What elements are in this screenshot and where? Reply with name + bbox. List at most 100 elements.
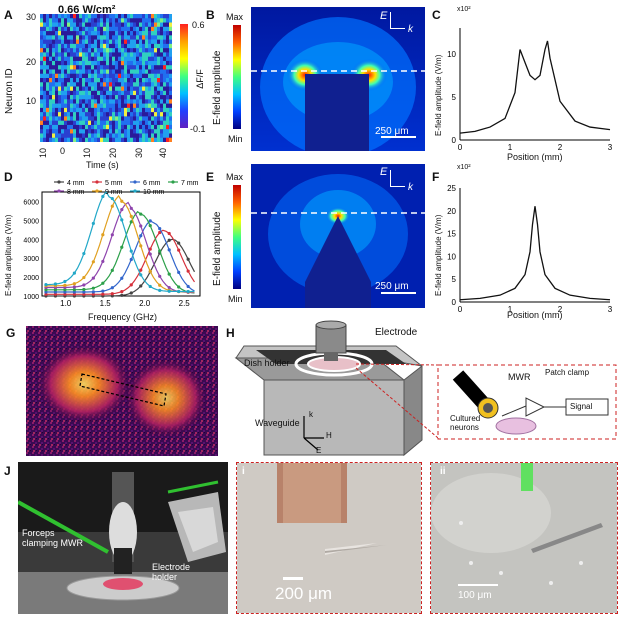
- heatmap-cell: [121, 26, 125, 32]
- series-point: [110, 196, 114, 201]
- heatmap-cell: [136, 35, 140, 40]
- heatmap-cell: [163, 73, 167, 79]
- heatmap-cell: [88, 35, 92, 40]
- heatmap-cell: [79, 52, 83, 57]
- series-point: [82, 287, 86, 292]
- heatmap-cell: [133, 65, 137, 70]
- heatmap-cell: [169, 56, 173, 62]
- heatmap-cell: [94, 31, 98, 36]
- series-point: [63, 279, 67, 284]
- x-tick-label: 2.0: [139, 299, 151, 308]
- heatmap-cell: [67, 129, 71, 134]
- heatmap-cell: [121, 39, 125, 45]
- heatmap-cell: [145, 73, 149, 79]
- heatmap-cell: [121, 43, 125, 49]
- heatmap-cell: [169, 39, 173, 45]
- heatmap-cell: [79, 56, 83, 62]
- heatmap-cell: [40, 129, 44, 134]
- heatmap-cell: [142, 14, 146, 19]
- series-point: [72, 288, 76, 292]
- heatmap-cell: [130, 116, 134, 121]
- heatmap-cell: [142, 112, 146, 117]
- panel-d-plot: 6000 5000 4000 3000 2000 1000 1.0 1.5 2.0 2.5: [6, 178, 206, 318]
- heatmap-cell: [154, 124, 158, 130]
- heatmap-cell: [76, 107, 80, 113]
- heatmap-cell: [82, 65, 86, 70]
- heatmap-cell: [64, 120, 68, 126]
- heatmap-cell: [124, 35, 128, 40]
- heatmap-cell: [130, 112, 134, 117]
- heatmap-cell: [109, 56, 113, 62]
- heatmap-cell: [40, 56, 44, 62]
- series-point: [139, 212, 143, 216]
- heatmap-cell: [73, 133, 77, 139]
- heatmap-cell: [142, 82, 146, 87]
- panel-ji-micrograph: [236, 462, 422, 614]
- heatmap-cell: [127, 60, 131, 66]
- heatmap-cell: [130, 48, 134, 53]
- heatmap-cell: [118, 52, 122, 57]
- heatmap-cell: [88, 69, 92, 75]
- heatmap-cell: [130, 137, 134, 143]
- heatmap-cell: [46, 31, 50, 36]
- heatmap-cell: [139, 43, 143, 49]
- heatmap-cell: [157, 133, 161, 139]
- heatmap-cell: [139, 103, 143, 109]
- heatmap-cell: [103, 137, 107, 143]
- heatmap-cell: [112, 116, 116, 121]
- series-point: [139, 224, 143, 228]
- heatmap-cell: [169, 65, 173, 70]
- heatmap-cell: [91, 78, 95, 83]
- heatmap-cell: [91, 129, 95, 134]
- heatmap-cell: [52, 107, 56, 113]
- heatmap-cell: [145, 65, 149, 70]
- panel-h-patch-clamp-label: Patch clamp: [545, 368, 590, 377]
- heatmap-cell: [67, 48, 71, 53]
- panel-j-photo: [18, 462, 228, 614]
- heatmap-cell: [64, 43, 68, 49]
- heatmap-cell: [49, 35, 53, 40]
- heatmap-cell: [139, 129, 143, 134]
- heatmap-cell: [160, 78, 164, 83]
- heatmap-cell: [124, 14, 128, 19]
- heatmap-cell: [157, 35, 161, 40]
- heatmap-cell: [136, 18, 140, 23]
- series-point: [82, 283, 86, 287]
- heatmap-cell: [166, 31, 170, 36]
- heatmap-cell: [52, 26, 56, 32]
- x-tick-label: 2: [558, 305, 563, 314]
- heatmap-cell: [58, 86, 62, 92]
- heatmap-cell: [151, 26, 155, 32]
- heatmap-cell: [148, 86, 152, 92]
- heatmap-cell: [142, 52, 146, 57]
- heatmap-cell: [166, 90, 170, 96]
- heatmap-cell: [97, 103, 101, 109]
- heatmap-cell: [58, 73, 62, 79]
- heatmap-cell: [130, 103, 134, 109]
- heatmap-cell: [88, 95, 92, 100]
- heatmap-cell: [70, 18, 74, 23]
- heatmap-cell: [139, 120, 143, 126]
- heatmap-cell: [58, 95, 62, 100]
- heatmap-cell: [43, 73, 47, 79]
- heatmap-cell: [100, 65, 104, 70]
- panel-b-colorbar: [233, 25, 241, 129]
- heatmap-cell: [148, 90, 152, 96]
- heatmap-cell: [124, 65, 128, 70]
- heatmap-cell: [106, 52, 110, 57]
- heatmap-cell: [115, 95, 119, 100]
- heatmap-cell: [133, 90, 137, 96]
- heatmap-cell: [49, 107, 53, 113]
- heatmap-cell: [82, 124, 86, 130]
- heatmap-cell: [109, 65, 113, 70]
- series-point: [101, 194, 105, 199]
- heatmap-cell: [70, 90, 74, 96]
- panel-b-k-label: k: [408, 24, 413, 35]
- heatmap-cell: [136, 26, 140, 32]
- heatmap-cell: [139, 18, 143, 23]
- heatmap-cell: [163, 99, 167, 104]
- heatmap-cell: [139, 116, 143, 121]
- heatmap-cell: [88, 73, 92, 79]
- heatmap-cell: [142, 48, 146, 53]
- heatmap-cell: [88, 31, 92, 36]
